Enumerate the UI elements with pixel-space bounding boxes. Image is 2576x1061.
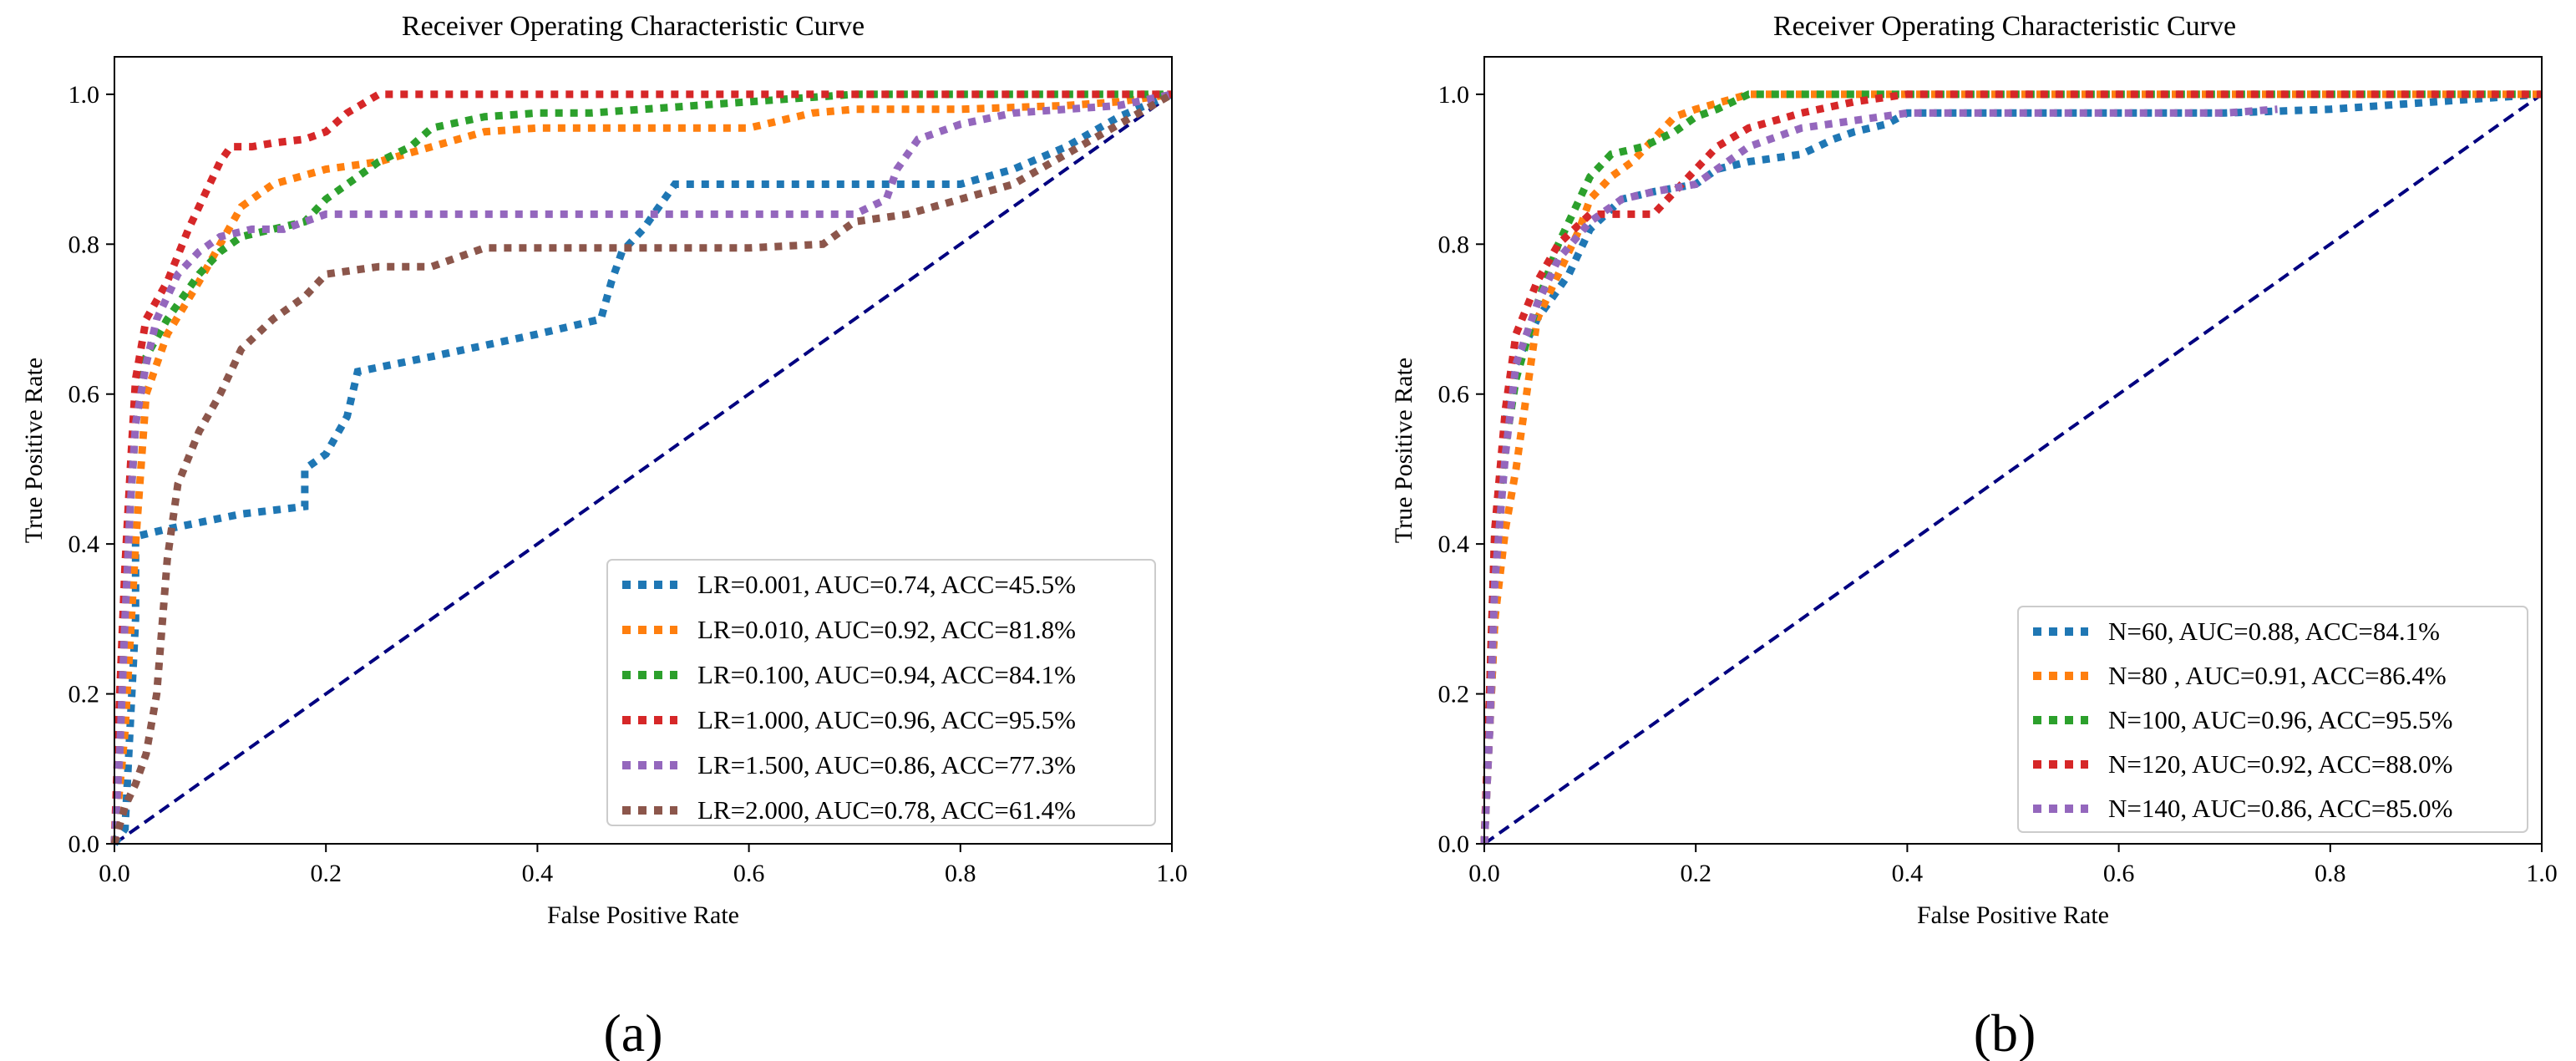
legend-label: LR=1.500, AUC=0.86, ACC=77.3%	[697, 750, 1076, 779]
y-tick-label: 0.8	[68, 231, 100, 258]
legend-label: LR=0.010, AUC=0.92, ACC=81.8%	[697, 615, 1076, 644]
chart-title: Receiver Operating Characteristic Curve	[1773, 11, 2236, 42]
y-tick-label: 0.4	[68, 530, 100, 558]
legend: LR=0.001, AUC=0.74, ACC=45.5% LR=0.010, A…	[606, 559, 1156, 826]
panel-label: (b)	[1974, 1003, 2036, 1061]
x-tick-label: 0.6	[733, 860, 765, 887]
legend-label: LR=0.001, AUC=0.74, ACC=45.5%	[697, 570, 1076, 599]
legend-box	[606, 559, 1156, 826]
x-tick-label: 0.4	[1892, 860, 1924, 887]
y-tick-label: 0.2	[68, 681, 100, 708]
x-tick-label: 0.8	[2315, 860, 2346, 887]
panel-b: Receiver Operating Characteristic Curve …	[1390, 11, 2558, 1061]
diagonal-reference-line	[1483, 93, 2543, 845]
x-axis-label: False Positive Rate	[547, 901, 739, 929]
legend-box	[2017, 606, 2528, 833]
legend-label: LR=0.100, AUC=0.94, ACC=84.1%	[697, 660, 1076, 689]
panel-a: Receiver Operating Characteristic Curve …	[20, 11, 1188, 1061]
legend: N=60, AUC=0.88, ACC=84.1% N=80 , AUC=0.91…	[2017, 606, 2528, 833]
legend-label: N=120, AUC=0.92, ACC=88.0%	[2108, 749, 2452, 779]
y-tick-label: 0.0	[1438, 830, 1470, 858]
roc-series-1	[1480, 90, 2543, 845]
plot-frame	[114, 56, 1173, 845]
diagonal-reference-line	[113, 93, 1174, 845]
roc-series-4	[110, 90, 1172, 845]
y-tick-label: 0.8	[1438, 231, 1470, 258]
roc-series-6	[110, 90, 1174, 845]
chart-title: Receiver Operating Characteristic Curve	[402, 11, 865, 42]
x-tick-label: 0.0	[1468, 860, 1500, 887]
x-tick-label: 0.4	[522, 860, 554, 887]
legend-label: LR=2.000, AUC=0.78, ACC=61.4%	[697, 795, 1076, 825]
y-tick-label: 0.2	[1438, 681, 1470, 708]
x-tick-label: 1.0	[2526, 860, 2558, 887]
legend-label: LR=1.000, AUC=0.96, ACC=95.5%	[697, 705, 1076, 734]
y-axis-label: True Positive Rate	[1390, 358, 1417, 543]
y-axis-label: True Positive Rate	[20, 358, 48, 543]
legend-label: N=100, AUC=0.96, ACC=95.5%	[2108, 705, 2452, 734]
roc-series-2	[1480, 90, 2542, 845]
x-tick-label: 0.2	[310, 860, 342, 887]
legend-label: N=60, AUC=0.88, ACC=84.1%	[2108, 617, 2440, 646]
y-tick-label: 0.6	[1438, 381, 1470, 409]
y-tick-label: 0.6	[68, 381, 100, 409]
y-tick-label: 0.0	[68, 830, 100, 858]
roc-series-4	[1480, 90, 2542, 845]
x-axis-label: False Positive Rate	[1917, 901, 2109, 929]
roc-series-2	[110, 90, 1173, 845]
x-tick-label: 0.8	[945, 860, 976, 887]
x-tick-label: 0.2	[1680, 860, 1711, 887]
y-tick-label: 1.0	[68, 81, 100, 109]
plot-frame	[1483, 56, 2543, 845]
panel-label: (a)	[603, 1003, 662, 1061]
roc-series-3	[110, 90, 1172, 845]
x-tick-label: 1.0	[1156, 860, 1188, 887]
legend-label: N=140, AUC=0.86, ACC=85.0%	[2108, 794, 2452, 823]
roc-series-1	[111, 90, 1174, 846]
y-tick-label: 0.4	[1438, 530, 1470, 558]
y-tick-label: 1.0	[1438, 81, 1470, 109]
legend-label: N=80 , AUC=0.91, ACC=86.4%	[2108, 661, 2447, 690]
x-tick-label: 0.0	[99, 860, 130, 887]
x-tick-label: 0.6	[2103, 860, 2135, 887]
